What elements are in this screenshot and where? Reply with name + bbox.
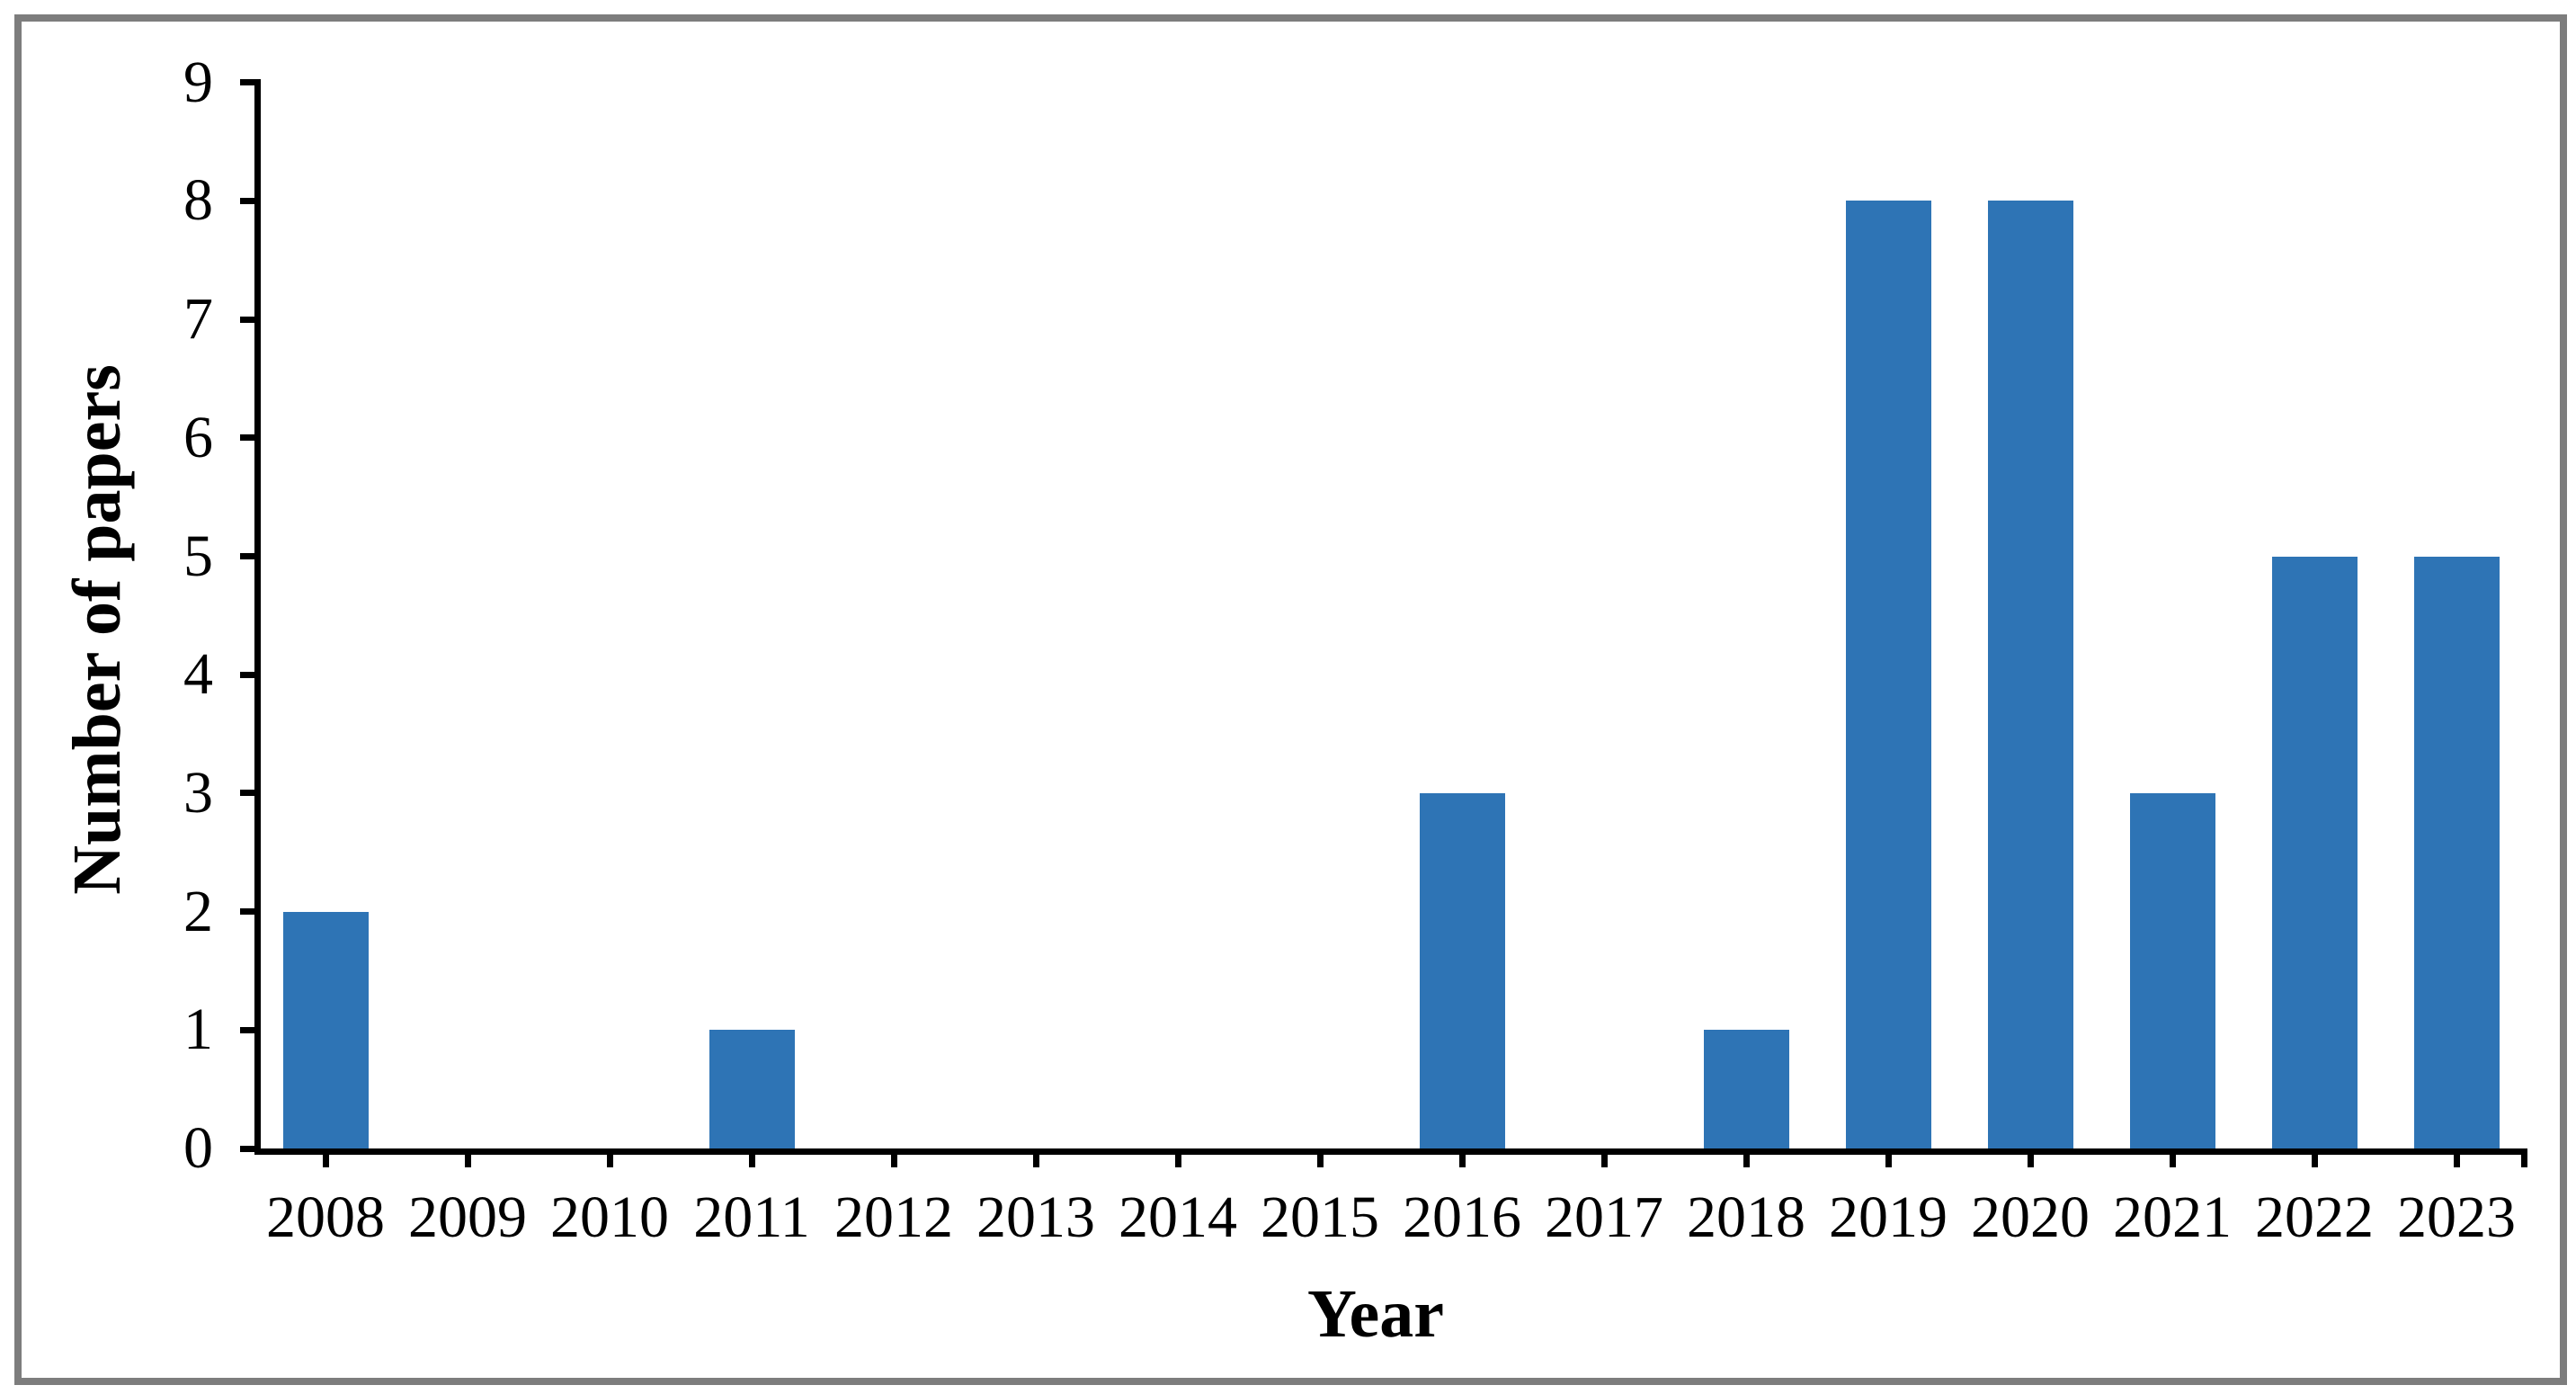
bar-2008 xyxy=(282,911,369,1148)
bar-2022 xyxy=(2271,556,2358,1148)
y-tick-label: 2 xyxy=(183,878,213,944)
x-tick-label: 2023 xyxy=(2397,1184,2516,1250)
x-tick xyxy=(2453,1155,2460,1167)
y-tick xyxy=(240,908,254,916)
y-tick-label: 0 xyxy=(183,1115,213,1181)
x-tick-label: 2020 xyxy=(1971,1184,2090,1250)
chart-frame xyxy=(14,14,2567,1385)
x-tick xyxy=(1743,1155,1750,1167)
x-tick xyxy=(1032,1155,1039,1167)
x-tick xyxy=(2311,1155,2318,1167)
x-tick xyxy=(1600,1155,1608,1167)
x-tick-label: 2015 xyxy=(1261,1184,1379,1250)
y-tick-label: 8 xyxy=(183,167,213,234)
x-tick-label: 2010 xyxy=(550,1184,669,1250)
x-tick-label: 2017 xyxy=(1545,1184,1663,1250)
x-tick-label: 2009 xyxy=(408,1184,527,1250)
y-tick-label: 4 xyxy=(183,641,213,708)
x-tick-label: 2021 xyxy=(2113,1184,2232,1250)
x-tick-label: 2018 xyxy=(1687,1184,1805,1250)
x-tick-label: 2016 xyxy=(1403,1184,1521,1250)
x-tick xyxy=(1885,1155,1892,1167)
x-tick xyxy=(1174,1155,1181,1167)
x-tick xyxy=(1316,1155,1324,1167)
x-tick-label: 2014 xyxy=(1119,1184,1237,1250)
y-tick xyxy=(240,671,254,678)
x-tick-label: 2022 xyxy=(2255,1184,2374,1250)
y-tick xyxy=(240,1145,254,1152)
x-tick xyxy=(606,1155,613,1167)
y-tick xyxy=(240,79,254,86)
y-tick-label: 9 xyxy=(183,49,213,115)
bar-2016 xyxy=(1419,792,1505,1148)
y-tick xyxy=(240,434,254,442)
x-tick-label: 2008 xyxy=(266,1184,385,1250)
y-tick-label: 7 xyxy=(183,286,213,353)
x-tick-label: 2011 xyxy=(693,1184,810,1250)
y-tick xyxy=(240,790,254,797)
y-tick-label: 1 xyxy=(183,996,213,1063)
y-tick xyxy=(240,1026,254,1033)
x-tick xyxy=(890,1155,897,1167)
bar-2011 xyxy=(709,1030,795,1148)
x-tick-label: 2019 xyxy=(1829,1184,1948,1250)
x-tick xyxy=(2169,1155,2176,1167)
x-tick xyxy=(464,1155,471,1167)
x-tick xyxy=(748,1155,755,1167)
x-tick-label: 2012 xyxy=(834,1184,953,1250)
bar-2020 xyxy=(1987,201,2073,1148)
y-tick xyxy=(240,316,254,323)
bar-2019 xyxy=(1845,201,1931,1148)
y-axis-line xyxy=(254,79,261,1155)
x-tick xyxy=(322,1155,329,1167)
y-tick-label: 3 xyxy=(183,759,213,826)
bar-2018 xyxy=(1703,1030,1789,1148)
x-tick xyxy=(1458,1155,1466,1167)
x-axis-end-tick xyxy=(2521,1155,2527,1167)
x-axis-title: Year xyxy=(1307,1276,1444,1352)
y-tick xyxy=(240,197,254,204)
x-tick-label: 2013 xyxy=(976,1184,1095,1250)
bar-2021 xyxy=(2129,792,2215,1148)
y-tick-label: 6 xyxy=(183,404,213,470)
y-tick-label: 5 xyxy=(183,523,213,589)
bar-2023 xyxy=(2413,556,2500,1148)
x-tick xyxy=(2027,1155,2034,1167)
x-axis-line xyxy=(254,1148,2527,1155)
y-tick xyxy=(240,553,254,559)
